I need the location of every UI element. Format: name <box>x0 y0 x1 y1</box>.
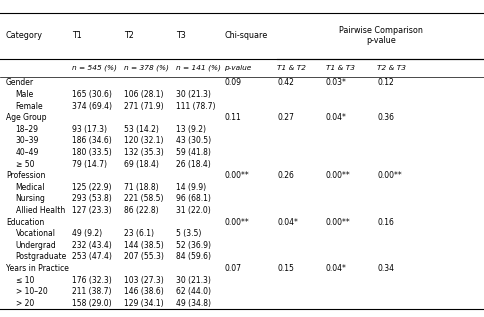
Text: Gender: Gender <box>6 78 34 87</box>
Text: n = 141 (%): n = 141 (%) <box>176 65 221 71</box>
Text: 84 (59.6): 84 (59.6) <box>176 252 211 261</box>
Text: ≥ 50: ≥ 50 <box>15 159 34 169</box>
Text: 0.07: 0.07 <box>224 264 241 273</box>
Text: 120 (32.1): 120 (32.1) <box>123 136 163 145</box>
Text: 0.34: 0.34 <box>377 264 393 273</box>
Text: 93 (17.3): 93 (17.3) <box>72 125 106 134</box>
Text: 0.00**: 0.00** <box>224 171 248 180</box>
Text: 0.12: 0.12 <box>377 78 393 87</box>
Text: 69 (18.4): 69 (18.4) <box>123 159 158 169</box>
Text: 62 (44.0): 62 (44.0) <box>176 287 211 296</box>
Text: Nursing: Nursing <box>15 194 45 203</box>
Text: 211 (38.7): 211 (38.7) <box>72 287 111 296</box>
Text: 0.04*: 0.04* <box>325 113 346 122</box>
Text: 0.00**: 0.00** <box>377 171 401 180</box>
Text: 49 (34.8): 49 (34.8) <box>176 299 211 308</box>
Text: n = 378 (%): n = 378 (%) <box>123 65 168 71</box>
Text: 5 (3.5): 5 (3.5) <box>176 229 201 238</box>
Text: 0.00**: 0.00** <box>224 217 248 227</box>
Text: Allied Health: Allied Health <box>15 206 65 215</box>
Text: 43 (30.5): 43 (30.5) <box>176 136 211 145</box>
Text: 23 (6.1): 23 (6.1) <box>123 229 153 238</box>
Text: 26 (18.4): 26 (18.4) <box>176 159 211 169</box>
Text: 30–39: 30–39 <box>15 136 39 145</box>
Text: 14 (9.9): 14 (9.9) <box>176 183 206 192</box>
Text: Pairwise Comparison
p-value: Pairwise Comparison p-value <box>339 26 422 45</box>
Text: Medical: Medical <box>15 183 45 192</box>
Text: 146 (38.6): 146 (38.6) <box>123 287 163 296</box>
Text: 71 (18.8): 71 (18.8) <box>123 183 158 192</box>
Text: 125 (22.9): 125 (22.9) <box>72 183 111 192</box>
Text: 0.15: 0.15 <box>277 264 294 273</box>
Text: 0.27: 0.27 <box>277 113 294 122</box>
Text: T1 & T3: T1 & T3 <box>325 65 354 71</box>
Text: 129 (34.1): 129 (34.1) <box>123 299 163 308</box>
Text: Profession: Profession <box>6 171 45 180</box>
Text: 79 (14.7): 79 (14.7) <box>72 159 106 169</box>
Text: 165 (30.6): 165 (30.6) <box>72 90 111 99</box>
Text: 271 (71.9): 271 (71.9) <box>123 101 163 111</box>
Text: T3: T3 <box>176 31 185 40</box>
Text: 31 (22.0): 31 (22.0) <box>176 206 211 215</box>
Text: Female: Female <box>15 101 43 111</box>
Text: 0.09: 0.09 <box>224 78 241 87</box>
Text: 132 (35.3): 132 (35.3) <box>123 148 163 157</box>
Text: T2: T2 <box>123 31 133 40</box>
Text: 0.00**: 0.00** <box>325 217 350 227</box>
Text: 59 (41.8): 59 (41.8) <box>176 148 211 157</box>
Text: Age Group: Age Group <box>6 113 46 122</box>
Text: 0.00**: 0.00** <box>325 171 350 180</box>
Text: T1 & T2: T1 & T2 <box>277 65 306 71</box>
Text: > 10–20: > 10–20 <box>15 287 47 296</box>
Text: 0.16: 0.16 <box>377 217 393 227</box>
Text: ≤ 10: ≤ 10 <box>15 275 34 285</box>
Text: p-value: p-value <box>224 65 251 71</box>
Text: 52 (36.9): 52 (36.9) <box>176 241 211 250</box>
Text: Male: Male <box>15 90 34 99</box>
Text: Category: Category <box>6 31 43 40</box>
Text: 53 (14.2): 53 (14.2) <box>123 125 158 134</box>
Text: 180 (33.5): 180 (33.5) <box>72 148 111 157</box>
Text: Chi-square: Chi-square <box>224 31 267 40</box>
Text: 111 (78.7): 111 (78.7) <box>176 101 215 111</box>
Text: 0.11: 0.11 <box>224 113 241 122</box>
Text: 86 (22.8): 86 (22.8) <box>123 206 158 215</box>
Text: 293 (53.8): 293 (53.8) <box>72 194 111 203</box>
Text: 374 (69.4): 374 (69.4) <box>72 101 111 111</box>
Text: 30 (21.3): 30 (21.3) <box>176 275 211 285</box>
Text: 30 (21.3): 30 (21.3) <box>176 90 211 99</box>
Text: 232 (43.4): 232 (43.4) <box>72 241 111 250</box>
Text: 158 (29.0): 158 (29.0) <box>72 299 111 308</box>
Text: 127 (23.3): 127 (23.3) <box>72 206 111 215</box>
Text: 186 (34.6): 186 (34.6) <box>72 136 111 145</box>
Text: Education: Education <box>6 217 44 227</box>
Text: 40–49: 40–49 <box>15 148 39 157</box>
Text: 96 (68.1): 96 (68.1) <box>176 194 211 203</box>
Text: 0.26: 0.26 <box>277 171 294 180</box>
Text: 0.04*: 0.04* <box>325 264 346 273</box>
Text: 18–29: 18–29 <box>15 125 38 134</box>
Text: 0.42: 0.42 <box>277 78 294 87</box>
Text: > 20: > 20 <box>15 299 34 308</box>
Text: 207 (55.3): 207 (55.3) <box>123 252 163 261</box>
Text: 0.36: 0.36 <box>377 113 393 122</box>
Text: 49 (9.2): 49 (9.2) <box>72 229 102 238</box>
Text: T2 & T3: T2 & T3 <box>377 65 406 71</box>
Text: 13 (9.2): 13 (9.2) <box>176 125 206 134</box>
Text: Vocational: Vocational <box>15 229 55 238</box>
Text: 253 (47.4): 253 (47.4) <box>72 252 111 261</box>
Text: n = 545 (%): n = 545 (%) <box>72 65 117 71</box>
Text: 0.03*: 0.03* <box>325 78 346 87</box>
Text: T1: T1 <box>72 31 81 40</box>
Text: Postgraduate: Postgraduate <box>15 252 67 261</box>
Text: 221 (58.5): 221 (58.5) <box>123 194 163 203</box>
Text: Undergrad: Undergrad <box>15 241 56 250</box>
Text: 0.04*: 0.04* <box>277 217 298 227</box>
Text: 176 (32.3): 176 (32.3) <box>72 275 111 285</box>
Text: 103 (27.3): 103 (27.3) <box>123 275 163 285</box>
Text: 106 (28.1): 106 (28.1) <box>123 90 163 99</box>
Text: Years in Practice: Years in Practice <box>6 264 69 273</box>
Text: 144 (38.5): 144 (38.5) <box>123 241 163 250</box>
